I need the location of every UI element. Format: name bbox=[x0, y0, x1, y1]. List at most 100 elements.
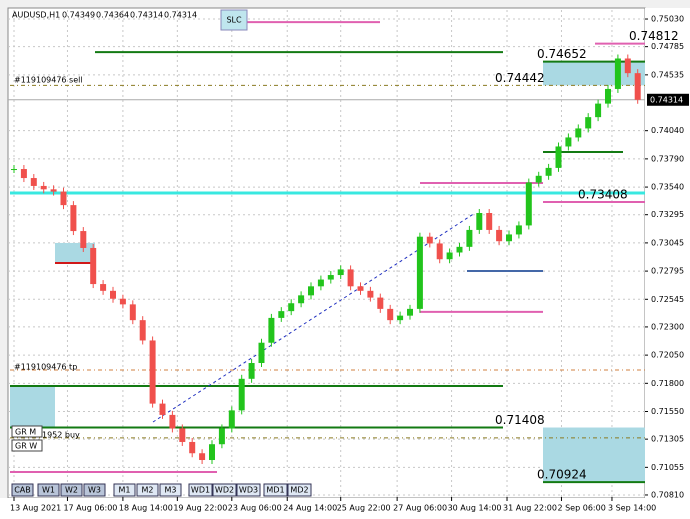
y-tick-label: 0.73045 bbox=[651, 238, 684, 247]
current-price-box bbox=[647, 93, 689, 106]
x-tick-label: 13 Aug 2021 bbox=[10, 504, 61, 513]
toolbar-button[interactable] bbox=[263, 483, 288, 497]
order-label: 1952 buy bbox=[42, 431, 80, 440]
current-price-label: 0.74314 bbox=[650, 95, 683, 104]
order-label: #119109476 tp bbox=[14, 363, 77, 372]
candle bbox=[80, 231, 87, 248]
x-tick-label: 31 Aug 22:00 bbox=[503, 504, 557, 513]
gr-m-label: GR M bbox=[15, 428, 36, 437]
candle bbox=[347, 269, 354, 287]
level-label: 0.70924 bbox=[537, 468, 587, 482]
candle bbox=[545, 167, 552, 176]
level-label: 0.74442 bbox=[495, 71, 545, 85]
x-tick-label: 17 Aug 06:00 bbox=[63, 504, 117, 513]
toolbar-label: MD1 bbox=[266, 486, 284, 495]
candle bbox=[11, 169, 17, 171]
candle bbox=[169, 414, 176, 429]
y-tick-label: 0.72795 bbox=[651, 267, 684, 276]
candle bbox=[308, 286, 314, 296]
y-tick-label: 0.71800 bbox=[651, 379, 684, 388]
x-tick-label: 3 Sep 14:00 bbox=[608, 504, 656, 513]
x-tick-label: 2 Sep 06:00 bbox=[557, 504, 605, 513]
y-tick-label: 0.73295 bbox=[651, 210, 684, 219]
candle bbox=[585, 117, 592, 129]
candle bbox=[20, 169, 27, 179]
y-tick-label: 0.72545 bbox=[651, 295, 684, 304]
toolbar-button[interactable] bbox=[287, 483, 312, 497]
time-axis bbox=[0, 498, 690, 519]
toolbar-label: CAB bbox=[14, 486, 31, 495]
candle bbox=[268, 317, 275, 343]
toolbar-button[interactable] bbox=[37, 483, 60, 497]
gr-w-button[interactable] bbox=[11, 439, 43, 452]
candle bbox=[139, 320, 146, 341]
x-tick-label: 18 Aug 14:00 bbox=[119, 504, 173, 513]
candle bbox=[624, 58, 631, 74]
candle bbox=[119, 298, 126, 305]
y-tick-label: 0.74785 bbox=[651, 42, 684, 51]
candle bbox=[446, 252, 453, 260]
candle bbox=[634, 73, 641, 100]
candle bbox=[179, 428, 186, 442]
candle bbox=[397, 315, 404, 321]
candle bbox=[199, 453, 206, 461]
zone bbox=[55, 242, 95, 263]
candle bbox=[416, 236, 423, 309]
candle bbox=[50, 189, 57, 192]
toolbar-button[interactable] bbox=[113, 483, 136, 497]
level-label: 0.73408 bbox=[578, 187, 628, 201]
x-tick-label: 27 Aug 06:00 bbox=[393, 504, 447, 513]
toolbar-button[interactable] bbox=[83, 483, 106, 497]
y-tick-label: 0.72300 bbox=[651, 322, 684, 331]
candle bbox=[555, 146, 562, 168]
candle bbox=[110, 290, 116, 299]
price-axis bbox=[645, 8, 690, 498]
y-tick-label: 0.71055 bbox=[651, 463, 684, 472]
candle bbox=[327, 275, 334, 280]
candle bbox=[367, 290, 374, 298]
order-label: #119109476 sell bbox=[14, 76, 83, 85]
y-tick-label: 0.74040 bbox=[651, 126, 684, 135]
toolbar-button[interactable] bbox=[212, 483, 237, 497]
toolbar-label: WD3 bbox=[239, 486, 258, 495]
slc-label: SLC bbox=[226, 16, 242, 25]
toolbar-button[interactable] bbox=[60, 483, 83, 497]
candle bbox=[238, 378, 245, 411]
toolbar-button[interactable] bbox=[11, 483, 34, 497]
x-tick-label: 23 Aug 06:00 bbox=[228, 504, 282, 513]
toolbar-button[interactable] bbox=[159, 483, 182, 497]
ohlc-value: 0.74364 bbox=[96, 11, 129, 20]
toolbar-button[interactable] bbox=[136, 483, 159, 497]
slc-button[interactable] bbox=[220, 9, 248, 31]
candle bbox=[100, 284, 107, 291]
candle bbox=[426, 236, 433, 244]
y-tick-label: 0.70810 bbox=[651, 490, 684, 499]
candle bbox=[407, 308, 413, 316]
candle bbox=[476, 213, 483, 230]
candle bbox=[30, 178, 37, 186]
ohlc-value: 0.74314 bbox=[130, 11, 163, 20]
candle bbox=[575, 128, 582, 138]
x-tick-label: 30 Aug 14:00 bbox=[448, 504, 502, 513]
zone bbox=[10, 386, 55, 428]
toolbar-label: M1 bbox=[119, 486, 131, 495]
candle bbox=[357, 286, 364, 291]
candle bbox=[377, 297, 384, 309]
candle bbox=[278, 311, 285, 318]
candle bbox=[189, 441, 196, 454]
toolbar-label: W1 bbox=[42, 486, 55, 495]
x-tick-label: 24 Aug 14:00 bbox=[283, 504, 337, 513]
candle bbox=[288, 303, 295, 312]
gr-m-button[interactable] bbox=[11, 425, 43, 438]
candle bbox=[317, 279, 324, 287]
candle bbox=[129, 304, 136, 321]
gr-w-label: GR W bbox=[15, 442, 37, 451]
candle bbox=[40, 185, 47, 190]
toolbar-button[interactable] bbox=[236, 483, 261, 497]
toolbar-label: W2 bbox=[65, 486, 78, 495]
toolbar-button[interactable] bbox=[188, 483, 213, 497]
candle bbox=[565, 137, 572, 147]
candle bbox=[149, 340, 156, 404]
toolbar-label: M2 bbox=[142, 486, 154, 495]
